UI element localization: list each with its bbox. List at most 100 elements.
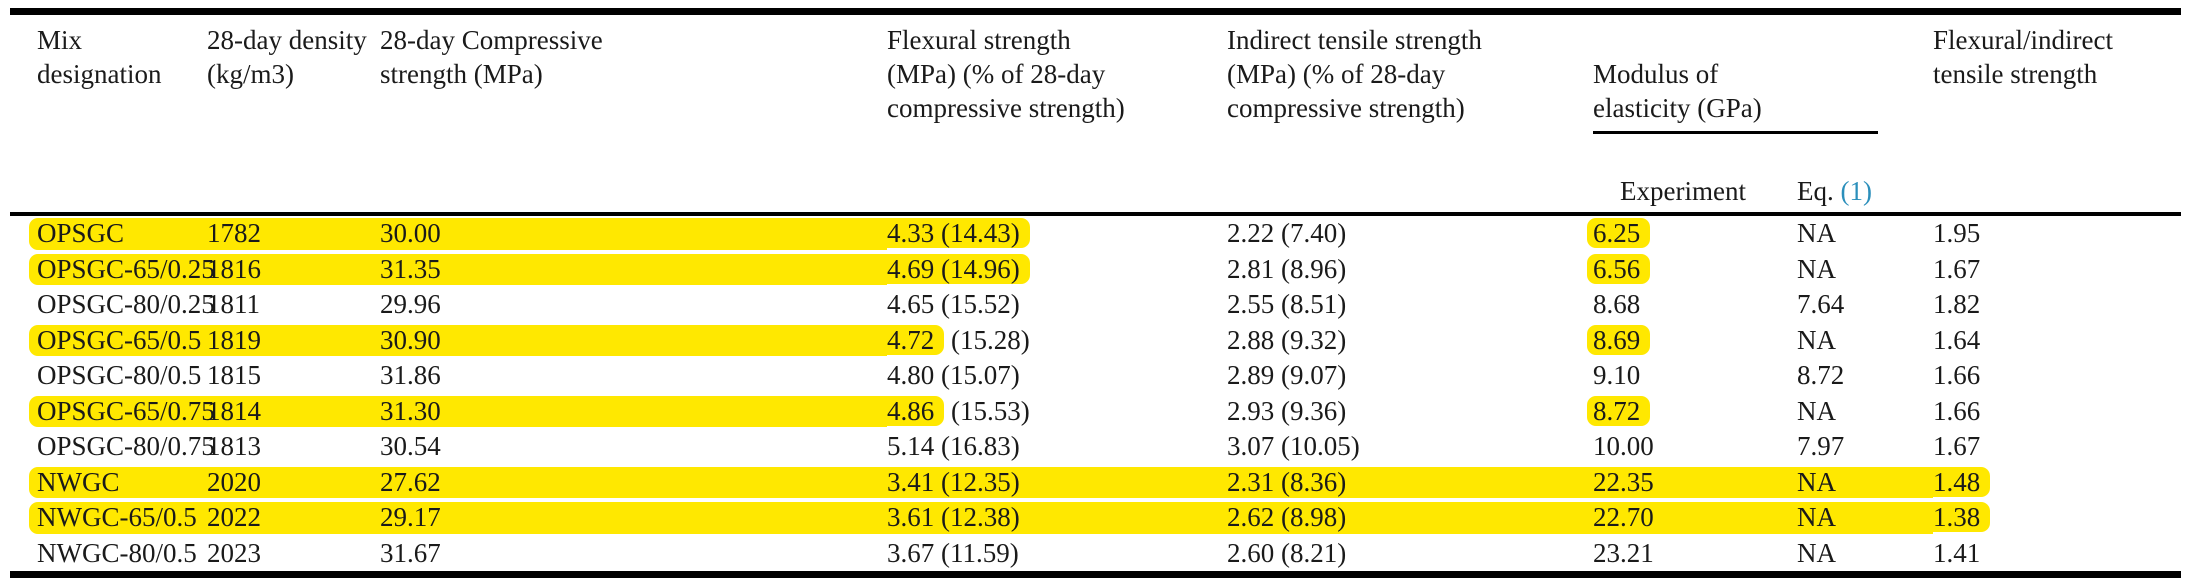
- results-table: Mix designation 28-day density (kg/m3) 2…: [10, 8, 2182, 578]
- cell-indirect: 2.31 (8.36): [1227, 465, 1593, 501]
- cell-ratio: 1.67: [1933, 431, 1981, 461]
- cell-ratio: 1.66: [1933, 395, 1981, 426]
- cell-density: 2022: [207, 500, 380, 536]
- cell-indirect: 2.62 (8.98): [1227, 500, 1593, 536]
- cell-flexural: 4.33 (14.43): [887, 214, 1227, 252]
- cell-flexural: 4.65 (15.52): [887, 289, 1020, 319]
- highlight-marker: 6.56: [1587, 253, 1651, 284]
- table-body: OPSGC 1782 30.00 4.33 (14.43) 2.22 (7.40) 6.2…: [10, 214, 2181, 575]
- cell-compressive: 29.17: [380, 500, 887, 536]
- cell-experiment: 6.56: [1587, 252, 1797, 288]
- cell-mix: NWGC-80/0.5: [37, 537, 197, 568]
- cell-ratio: 1.38: [1933, 500, 2181, 536]
- cell-eq: NA: [1797, 395, 1836, 426]
- table-row: OPSGC-80/0.25 1811 29.96 4.65 (15.52) 2.55 (…: [10, 287, 2181, 323]
- highlight-marker: 8.72: [1587, 395, 1651, 426]
- cell-compressive: 31.67: [380, 537, 441, 568]
- cell-indirect: 2.60 (8.21): [1227, 537, 1347, 568]
- cell-compressive: 31.35: [380, 252, 887, 288]
- cell-eq: NA: [1797, 537, 1836, 568]
- cell-mix: NWGC: [10, 465, 207, 501]
- cell-flexural: 4.69 (14.96): [887, 252, 1227, 288]
- cell-eq: NA: [1797, 500, 1934, 536]
- cell-flexural: 3.41 (12.35): [887, 465, 1227, 501]
- col-header-modulus-group: Modulus of elasticity (GPa): [1593, 12, 1933, 169]
- cell-mix: OPSGC-65/0.75: [10, 394, 215, 430]
- cell-ratio: 1.64: [1933, 324, 1981, 355]
- cell-mix: OPSGC-65/0.5: [10, 323, 207, 359]
- cell-density: 2023: [207, 537, 261, 568]
- cell-density: 1813: [207, 431, 261, 461]
- header-row-sub: Experiment Eq. (1): [10, 168, 2181, 216]
- cell-compressive: 30.54: [380, 431, 441, 461]
- cell-eq: 7.64: [1797, 289, 1845, 319]
- table-row: OPSGC-80/0.5 1815 31.86 4.80 (15.07) 2.89 (9…: [10, 358, 2181, 394]
- cell-density: 1782: [207, 214, 380, 252]
- modulus-group-label: Modulus of elasticity (GPa): [1593, 57, 1879, 134]
- eq-label: Eq.: [1797, 176, 1841, 206]
- cell-experiment: 22.35: [1593, 465, 1797, 501]
- cell-density: 1814: [207, 394, 380, 430]
- cell-flexural: 3.67 (11.59): [887, 537, 1019, 568]
- cell-indirect: 2.55 (8.51): [1227, 289, 1347, 319]
- cell-density: 1816: [207, 252, 380, 288]
- col-header-flexural-indirect-ratio: Flexural/indirect tensile strength: [1933, 11, 2182, 216]
- cell-eq: NA: [1797, 253, 1836, 284]
- col-header-flexural-strength: Flexural strength (MPa) (% of 28-day com…: [887, 11, 1227, 216]
- cell-mix: OPSGC-80/0.75: [37, 431, 215, 461]
- cell-eq: NA: [1797, 324, 1836, 355]
- highlight-marker: 1.48: [1933, 466, 1991, 497]
- cell-flexural: 4.72 (15.28): [887, 324, 1030, 355]
- col-header-density: 28-day density (kg/m3): [207, 11, 380, 216]
- cell-density: 1819: [207, 323, 380, 359]
- col-header-indirect-tensile-strength: Indirect tensile strength (MPa) (% of 28…: [1227, 11, 1593, 216]
- table-row: OPSGC-80/0.75 1813 30.54 5.14 (16.83) 3.07 (…: [10, 429, 2181, 465]
- cell-compressive: 31.86: [380, 360, 441, 390]
- highlight-marker: 4.72: [887, 324, 945, 355]
- cell-indirect: 2.88 (9.32): [1227, 324, 1347, 355]
- cell-experiment: 8.68: [1593, 289, 1641, 319]
- cell-density: 2020: [207, 465, 380, 501]
- cell-mix: NWGC-65/0.5: [10, 500, 207, 536]
- cell-indirect: 2.89 (9.07): [1227, 360, 1347, 390]
- eq-1-reference-link[interactable]: (1): [1840, 176, 1872, 206]
- cell-compressive: 30.00: [380, 214, 887, 252]
- cell-mix: OPSGC-80/0.25: [37, 289, 215, 319]
- table-row: NWGC 2020 27.62 3.41 (12.35) 2.31 (8.36) 22.3…: [10, 465, 2181, 501]
- cell-ratio: 1.67: [1933, 253, 1981, 284]
- cell-experiment: 9.10: [1593, 360, 1641, 390]
- col-header-compressive-strength: 28-day Compressive strength (MPa): [380, 11, 887, 216]
- cell-flexural: 4.80 (15.07): [887, 360, 1020, 390]
- table-row: OPSGC-65/0.75 1814 31.30 4.86 (15.53) 2.93 (…: [10, 394, 2181, 430]
- cell-compressive: 27.62: [380, 465, 887, 501]
- cell-experiment: 22.70: [1593, 500, 1797, 536]
- table-row: OPSGC 1782 30.00 4.33 (14.43) 2.22 (7.40) 6.2…: [10, 214, 2181, 252]
- cell-ratio: 1.66: [1933, 360, 1981, 390]
- header-row-main: Mix designation 28-day density (kg/m3) 2…: [10, 11, 2182, 216]
- cell-flexural: 4.86 (15.53): [887, 395, 1030, 426]
- cell-density: 1811: [207, 289, 260, 319]
- highlight-marker: 4.69 (14.96): [887, 253, 1030, 284]
- cell-ratio: 1.95: [1933, 218, 1981, 248]
- cell-mix: OPSGC-80/0.5: [37, 360, 202, 390]
- cell-experiment: 8.69: [1587, 323, 1797, 359]
- cell-compressive: 31.30: [380, 394, 887, 430]
- cell-density: 1815: [207, 360, 261, 390]
- table-row: OPSGC-65/0.25 1816 31.35 4.69 (14.96) 2.81 (…: [10, 252, 2181, 288]
- cell-eq: 8.72: [1797, 360, 1845, 390]
- col-header-mix-designation: Mix designation: [10, 11, 207, 216]
- cell-flexural: 3.61 (12.38): [887, 500, 1227, 536]
- cell-experiment: 6.25: [1587, 214, 1797, 252]
- cell-eq: NA: [1797, 465, 1934, 501]
- highlight-marker: 8.69: [1587, 324, 1651, 355]
- cell-eq: 7.97: [1797, 431, 1845, 461]
- highlight-marker: 1.38: [1933, 502, 1991, 532]
- table-header: Mix designation 28-day density (kg/m3) 2…: [10, 11, 2182, 216]
- col-header-experiment: Experiment: [1593, 168, 1797, 216]
- table-row: NWGC-65/0.5 2022 29.17 3.61 (12.38) 2.62 (8.…: [10, 500, 2181, 536]
- cell-experiment: 23.21: [1593, 537, 1654, 568]
- cell-ratio: 1.41: [1933, 537, 1981, 568]
- cell-ratio: 1.48: [1933, 465, 2181, 501]
- cell-indirect: 2.81 (8.96): [1227, 253, 1347, 284]
- cell-flexural: 5.14 (16.83): [887, 431, 1020, 461]
